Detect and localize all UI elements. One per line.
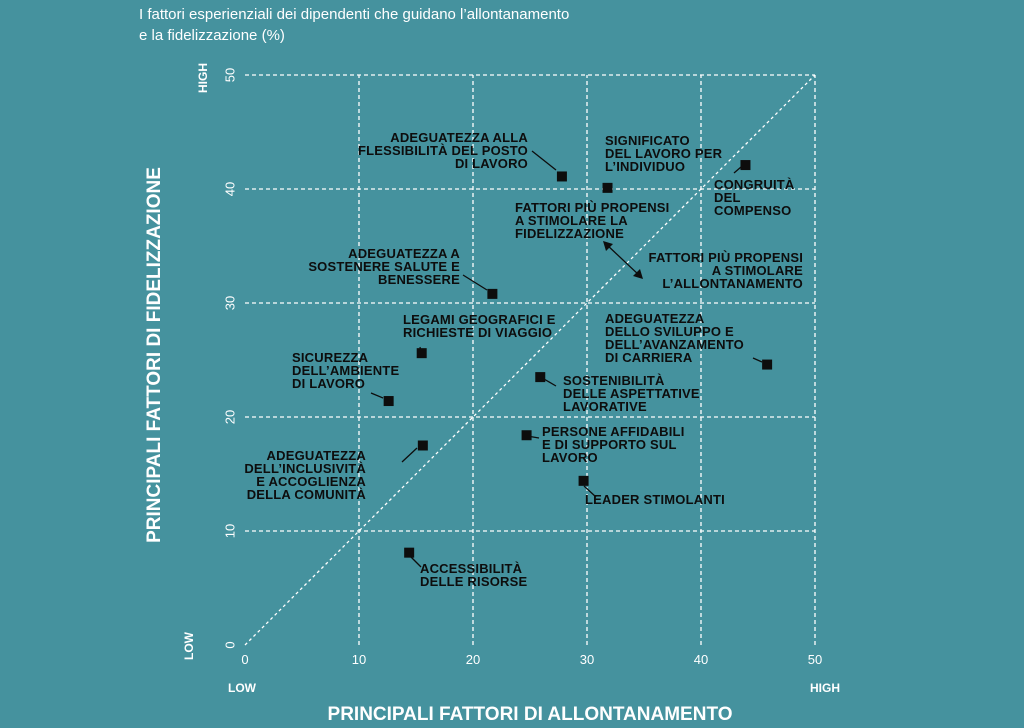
data-point: ADEGUATEZZA A SOSTENERE SALUTE E BENESSERE — [308, 246, 498, 299]
x-tick-label: 20 — [466, 652, 480, 667]
chart-title-line-2: e la fidelizzazione (%) — [139, 27, 285, 44]
point-marker — [404, 547, 415, 558]
point-marker — [535, 372, 546, 383]
point-label: SOSTENIBILITÀ DELLE ASPETTATIVE LAVORATIVE — [563, 373, 700, 414]
point-leader-line — [583, 485, 597, 498]
x-tick-label: 50 — [808, 652, 822, 667]
point-label: LEADER STIMOLANTI — [585, 492, 725, 507]
data-point: ACCESSIBILITÀ DELLE RISORSE — [404, 547, 527, 589]
point-label: PERSONE AFFIDABILI E DI SUPPORTO SUL LAVOR… — [542, 424, 685, 465]
axis-ticks: 0 10 20 30 40 50 0 10 20 30 40 50 — [222, 68, 822, 667]
point-leader-line — [543, 378, 557, 387]
x-axis-high-label: HIGH — [810, 681, 840, 695]
x-axis-title: PRINCIPALI FATTORI DI ALLONTANAMENTO — [328, 704, 733, 725]
point-label: SIGNIFICATO DEL LAVORO PER L’INDIVIDUO — [605, 133, 723, 174]
data-point: ADEGUATEZZA DELLO SVILUPPO E DELL’AVANZAME… — [605, 311, 773, 370]
data-point: ADEGUATEZZA ALLA FLESSIBILITÀ DEL POSTO DI… — [358, 130, 567, 182]
chart-title-line-1: I fattori esperienziali dei dipendenti c… — [139, 6, 570, 23]
zone-label-fidelizzazione: FATTORI PIÙ PROPENSI A STIMOLARE LA FIDELI… — [515, 200, 669, 241]
data-point: PERSONE AFFIDABILI E DI SUPPORTO SUL LAVOR… — [521, 424, 685, 465]
y-tick-label: 30 — [222, 296, 237, 310]
point-leader-line — [409, 555, 422, 568]
data-point: LEGAMI GEOGRAFICI E RICHIESTE DI VIAGGIO — [403, 312, 556, 359]
x-tick-label: 30 — [580, 652, 594, 667]
point-label: ADEGUATEZZA DELLO SVILUPPO E DELL’AVANZAME… — [605, 311, 744, 365]
y-axis-low-label: LOW — [182, 631, 196, 660]
zone-arrow-head-up — [603, 241, 613, 251]
data-point: LEADER STIMOLANTI — [578, 475, 725, 507]
x-axis-low-label: LOW — [228, 681, 257, 695]
y-tick-label: 40 — [222, 182, 237, 196]
point-marker — [556, 171, 567, 182]
point-marker — [521, 430, 532, 441]
point-label: SICUREZZA DELL’AMBIENTE DI LAVORO — [292, 350, 399, 391]
y-tick-label: 0 — [222, 641, 237, 648]
point-marker — [417, 440, 428, 451]
point-label: ADEGUATEZZA A SOSTENERE SALUTE E BENESSERE — [308, 246, 460, 287]
x-tick-label: 0 — [241, 652, 248, 667]
point-label: ADEGUATEZZA ALLA FLESSIBILITÀ DEL POSTO DI… — [358, 130, 528, 171]
zone-arrow-head-down — [633, 269, 643, 279]
point-marker — [383, 396, 394, 407]
point-leader-line — [401, 447, 418, 463]
point-leader-line — [531, 150, 557, 171]
point-leader-line — [462, 274, 488, 291]
chart-title: I fattori esperienziali dei dipendenti c… — [139, 4, 569, 46]
y-tick-label: 20 — [222, 410, 237, 424]
x-tick-label: 40 — [694, 652, 708, 667]
data-point: ADEGUATEZZA DELL’INCLUSIVITÀ E ACCOGLIENZA… — [244, 440, 428, 502]
zone-arrow-line — [605, 243, 641, 277]
point-label: CONGRUITÀ DEL COMPENSO — [714, 177, 795, 218]
y-tick-label: 50 — [222, 68, 237, 82]
point-label: LEGAMI GEOGRAFICI E RICHIESTE DI VIAGGIO — [403, 312, 556, 340]
point-marker — [740, 160, 751, 171]
point-marker — [487, 288, 498, 299]
y-axis-high-label: HIGH — [196, 63, 210, 93]
point-label: ACCESSIBILITÀ DELLE RISORSE — [420, 561, 527, 589]
point-leader-line — [752, 357, 763, 363]
point-marker — [416, 348, 427, 359]
data-point: CONGRUITÀ DEL COMPENSO — [714, 160, 795, 218]
grid-lines — [245, 74, 816, 645]
point-marker — [602, 182, 613, 193]
zone-label-allontanamento: FATTORI PIÙ PROPENSI A STIMOLARE L’ALLONTA… — [649, 250, 804, 291]
point-leader-line — [733, 166, 742, 174]
diagonal-reference-line — [244, 74, 816, 646]
point-marker — [762, 359, 773, 370]
data-point: SIGNIFICATO DEL LAVORO PER L’INDIVIDUO — [602, 133, 723, 193]
point-label: ADEGUATEZZA DELL’INCLUSIVITÀ E ACCOGLIENZA… — [244, 448, 366, 502]
point-leader-line — [370, 392, 384, 399]
y-tick-label: 10 — [222, 524, 237, 538]
y-axis-title: PRINCIPALI FATTORI DI FIDELIZZAZIONE — [144, 167, 165, 543]
data-points: ADEGUATEZZA ALLA FLESSIBILITÀ DEL POSTO DI… — [244, 130, 795, 589]
data-point: SICUREZZA DELL’AMBIENTE DI LAVORO — [292, 350, 399, 407]
x-tick-label: 10 — [352, 652, 366, 667]
data-point: SOSTENIBILITÀ DELLE ASPETTATIVE LAVORATIVE — [535, 372, 700, 414]
zone-annotations: FATTORI PIÙ PROPENSI A STIMOLARE LA FIDELI… — [515, 200, 803, 291]
point-marker — [578, 475, 589, 486]
